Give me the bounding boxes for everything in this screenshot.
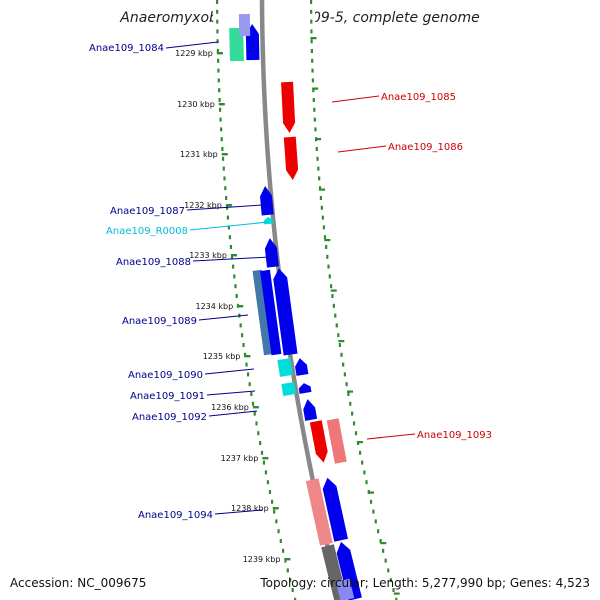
kbp-tick-mark — [221, 153, 228, 156]
gene-label: Anae109_1087 — [110, 206, 185, 217]
kbp-tick-label: 1229 kbp — [175, 49, 213, 58]
kbp-tick-mark — [225, 204, 232, 207]
accession-text: Accession: NC_009675 — [10, 576, 147, 590]
kbp-tick-label: 1232 kbp — [184, 201, 222, 210]
gene-anae109-1091-cds — [298, 383, 312, 394]
kbp-tick-label: 1234 kbp — [195, 302, 233, 311]
gene-anae109-1084 — [229, 27, 244, 62]
kbp-tick-label: 1236 kbp — [211, 403, 249, 412]
gene-anae109-1093-shadow — [326, 418, 347, 464]
kbp-tick-mark — [262, 457, 269, 460]
gene-anae109-1092 — [303, 399, 318, 421]
kbp-tick-label: 1239 kbp — [243, 555, 281, 564]
map-band — [213, 0, 401, 600]
outer-ring-tick — [310, 37, 317, 40]
gene-label-leader — [337, 145, 387, 153]
gene-label: Anae109_1088 — [116, 257, 191, 268]
gene-label: Anae109_R0008 — [106, 226, 188, 237]
kbp-tick-mark — [218, 103, 225, 106]
gene-anae109-1091 — [281, 382, 297, 396]
gene-label: Anae109_1094 — [138, 510, 213, 521]
kbp-tick-mark — [252, 406, 259, 409]
outer-ring-tick — [356, 441, 363, 444]
gene-anae109-1095-pale — [335, 578, 355, 600]
outer-ring-tick — [380, 542, 387, 545]
kbp-tick-label: 1231 kbp — [180, 150, 218, 159]
gene-anae109-1089-shadow — [252, 269, 273, 356]
outer-ring-tick — [312, 87, 319, 90]
gene-label-leader — [206, 390, 256, 396]
outer-ring-tick — [338, 340, 345, 343]
outer-ring-tick — [319, 188, 326, 191]
gene-anae109-1095 — [336, 541, 362, 600]
kbp-tick-label: 1238 kbp — [231, 504, 269, 513]
gene-anae109-1090-cds — [295, 358, 309, 376]
kbp-tick-mark — [244, 355, 251, 358]
gene-label: Anae109_1090 — [128, 370, 203, 381]
outer-ring-tick — [330, 289, 337, 292]
gene-label-leader — [366, 433, 416, 440]
outer-ring-tick — [393, 592, 400, 595]
kbp-tick-label: 1230 kbp — [177, 100, 215, 109]
gene-anae109-1094 — [322, 477, 348, 542]
gene-anae109-1094-shadow — [305, 478, 333, 546]
kbp-tick-label: 1233 kbp — [189, 251, 227, 260]
gene-label: Anae109_1091 — [130, 391, 205, 402]
gene-anae109-1084-pale — [238, 13, 251, 37]
gene-label-leader — [331, 95, 380, 103]
outer-ring-tick — [368, 491, 375, 494]
gene-label: Anae109_1086 — [388, 142, 463, 153]
gene-label-leader — [192, 256, 271, 262]
outer-ring-tick — [347, 390, 354, 393]
kbp-tick-mark — [272, 507, 279, 510]
gene-label: Anae109_1093 — [417, 430, 492, 441]
gene-label: Anae109_1089 — [122, 316, 197, 327]
outer-ring-tick — [315, 138, 322, 141]
gene-label-leader — [165, 41, 219, 49]
kbp-tick-label: 1237 kbp — [221, 454, 259, 463]
kbp-tick-mark — [216, 52, 223, 55]
kbp-tick-mark — [237, 305, 244, 308]
gene-label-leader — [186, 204, 263, 211]
gene-anae109-1086 — [283, 136, 299, 180]
gene-anae109-1088 — [264, 238, 279, 268]
gene-label-leader — [204, 368, 255, 375]
gene-anae109-1089-cds — [273, 268, 298, 356]
topology-text: Topology: circular; Length: 5,277,990 bp… — [260, 576, 590, 590]
kbp-tick-label: 1235 kbp — [203, 352, 241, 361]
kbp-tick-mark — [284, 558, 291, 561]
kbp-tick-mark — [230, 254, 237, 257]
gene-label-leader — [208, 410, 258, 417]
gene-label: Anae109_1085 — [381, 92, 456, 103]
gene-anae109-1093 — [309, 420, 328, 463]
outer-ring-tick — [324, 239, 331, 242]
gene-label-leader — [214, 509, 263, 515]
gene-anae109-1090 — [277, 358, 293, 377]
gene-label: Anae109_1092 — [132, 412, 207, 423]
gene-label: Anae109_1084 — [89, 43, 164, 54]
gene-label-leader — [198, 314, 249, 321]
gene-anae109-1085 — [281, 81, 296, 133]
gene-anae109-1089 — [260, 269, 282, 356]
gene-anae109-1087 — [260, 186, 274, 216]
gene-label-leader — [189, 221, 269, 231]
